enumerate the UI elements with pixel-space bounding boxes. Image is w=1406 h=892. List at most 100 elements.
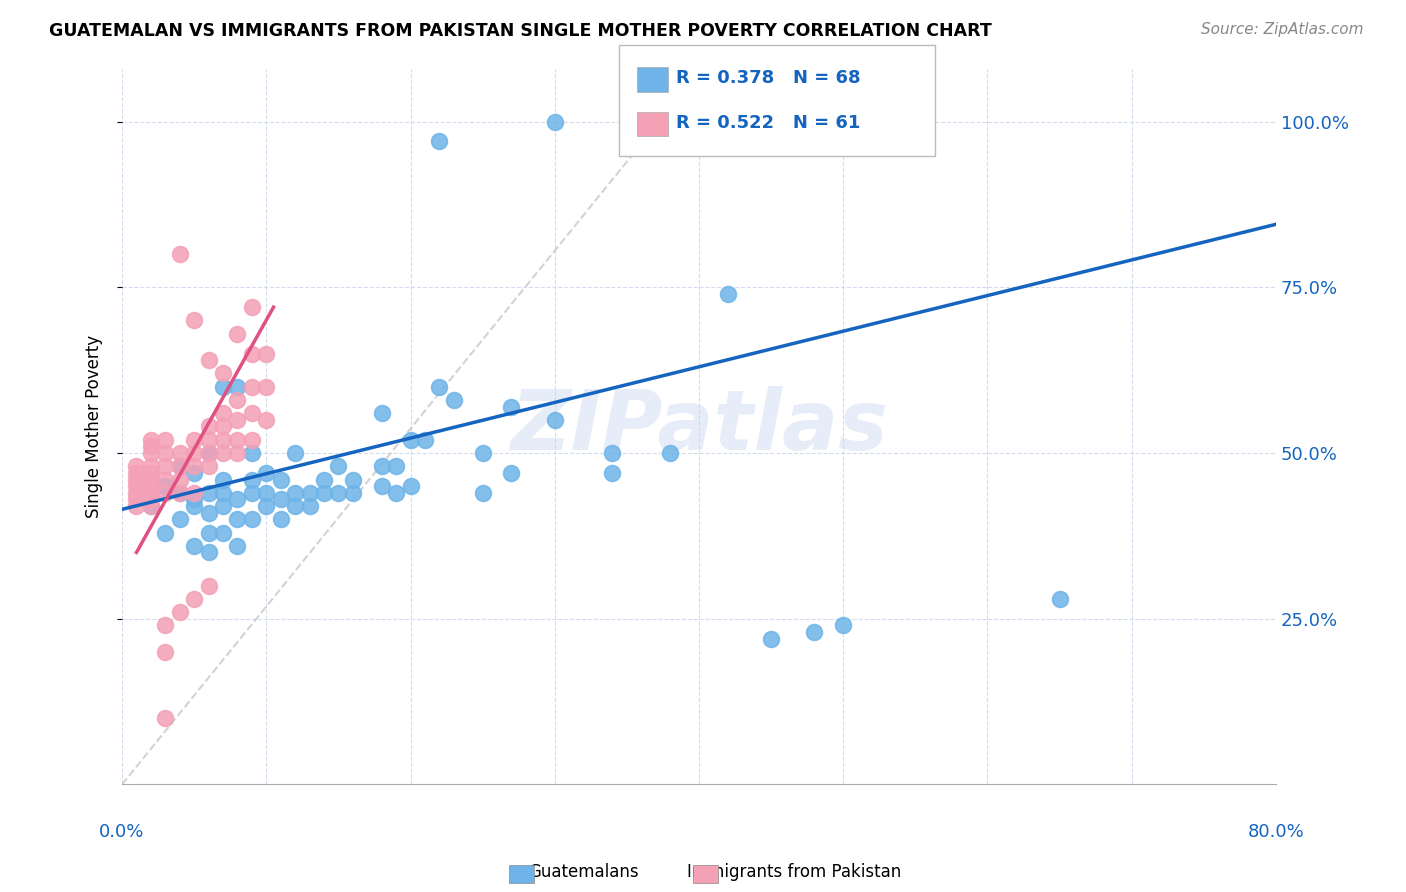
Point	[385, 459, 408, 474]
Point	[399, 479, 422, 493]
Point	[155, 711, 177, 725]
Point	[240, 346, 263, 360]
Point	[212, 473, 235, 487]
Point	[501, 400, 523, 414]
Point	[254, 346, 277, 360]
Point	[212, 406, 235, 420]
Point	[155, 473, 177, 487]
Point	[139, 499, 162, 513]
Text: R = 0.522   N = 61: R = 0.522 N = 61	[676, 114, 860, 132]
Point	[155, 459, 177, 474]
Point	[385, 485, 408, 500]
Point	[759, 632, 782, 646]
Point	[226, 326, 249, 341]
Point	[471, 485, 494, 500]
Point	[254, 380, 277, 394]
Point	[155, 479, 177, 493]
Point	[240, 485, 263, 500]
Text: R = 0.378   N = 68: R = 0.378 N = 68	[676, 70, 860, 87]
Text: Guatemalans: Guatemalans	[529, 863, 638, 881]
Point	[197, 485, 219, 500]
Point	[169, 247, 191, 261]
Point	[298, 485, 321, 500]
Point	[125, 492, 148, 507]
Point	[169, 485, 191, 500]
Point	[139, 466, 162, 480]
Point	[1049, 591, 1071, 606]
Point	[139, 492, 162, 507]
Point	[183, 539, 205, 553]
Point	[427, 135, 450, 149]
Point	[443, 392, 465, 407]
Text: ZIPatlas: ZIPatlas	[510, 386, 889, 467]
Point	[139, 433, 162, 447]
Point	[284, 499, 307, 513]
Point	[155, 485, 177, 500]
Point	[240, 380, 263, 394]
Point	[169, 459, 191, 474]
Text: Immigrants from Pakistan: Immigrants from Pakistan	[688, 863, 901, 881]
Point	[212, 367, 235, 381]
Point	[139, 479, 162, 493]
Point	[197, 506, 219, 520]
Point	[254, 413, 277, 427]
Point	[183, 485, 205, 500]
Point	[125, 473, 148, 487]
Text: GUATEMALAN VS IMMIGRANTS FROM PAKISTAN SINGLE MOTHER POVERTY CORRELATION CHART: GUATEMALAN VS IMMIGRANTS FROM PAKISTAN S…	[49, 22, 993, 40]
Point	[226, 512, 249, 526]
Point	[155, 645, 177, 659]
Point	[155, 433, 177, 447]
Point	[226, 492, 249, 507]
Point	[183, 433, 205, 447]
Point	[413, 433, 436, 447]
Point	[226, 539, 249, 553]
Point	[644, 114, 666, 128]
Point	[212, 380, 235, 394]
Point	[169, 473, 191, 487]
Point	[328, 459, 350, 474]
Point	[659, 446, 682, 460]
Point	[169, 485, 191, 500]
Point	[270, 512, 292, 526]
Point	[183, 459, 205, 474]
Point	[169, 446, 191, 460]
Point	[183, 313, 205, 327]
Point	[125, 485, 148, 500]
Point	[183, 591, 205, 606]
Point	[240, 300, 263, 314]
Point	[328, 485, 350, 500]
Point	[197, 353, 219, 368]
Text: 80.0%: 80.0%	[1247, 823, 1305, 841]
Point	[226, 392, 249, 407]
Point	[125, 499, 148, 513]
Point	[544, 114, 567, 128]
Point	[602, 466, 624, 480]
Point	[197, 525, 219, 540]
Point	[342, 485, 364, 500]
Point	[155, 618, 177, 632]
Point	[832, 618, 855, 632]
Point	[254, 499, 277, 513]
Text: 0.0%: 0.0%	[100, 823, 145, 841]
Point	[139, 459, 162, 474]
Point	[471, 446, 494, 460]
Point	[155, 446, 177, 460]
Point	[270, 473, 292, 487]
Point	[125, 459, 148, 474]
Point	[284, 485, 307, 500]
Point	[602, 446, 624, 460]
Point	[544, 413, 567, 427]
Point	[226, 413, 249, 427]
Point	[139, 439, 162, 453]
Point	[197, 578, 219, 592]
Point	[427, 380, 450, 394]
Point	[197, 545, 219, 559]
Point	[139, 473, 162, 487]
Point	[197, 459, 219, 474]
Point	[240, 512, 263, 526]
Point	[312, 473, 335, 487]
Point	[717, 286, 740, 301]
Point	[240, 473, 263, 487]
Point	[139, 446, 162, 460]
Point	[399, 433, 422, 447]
